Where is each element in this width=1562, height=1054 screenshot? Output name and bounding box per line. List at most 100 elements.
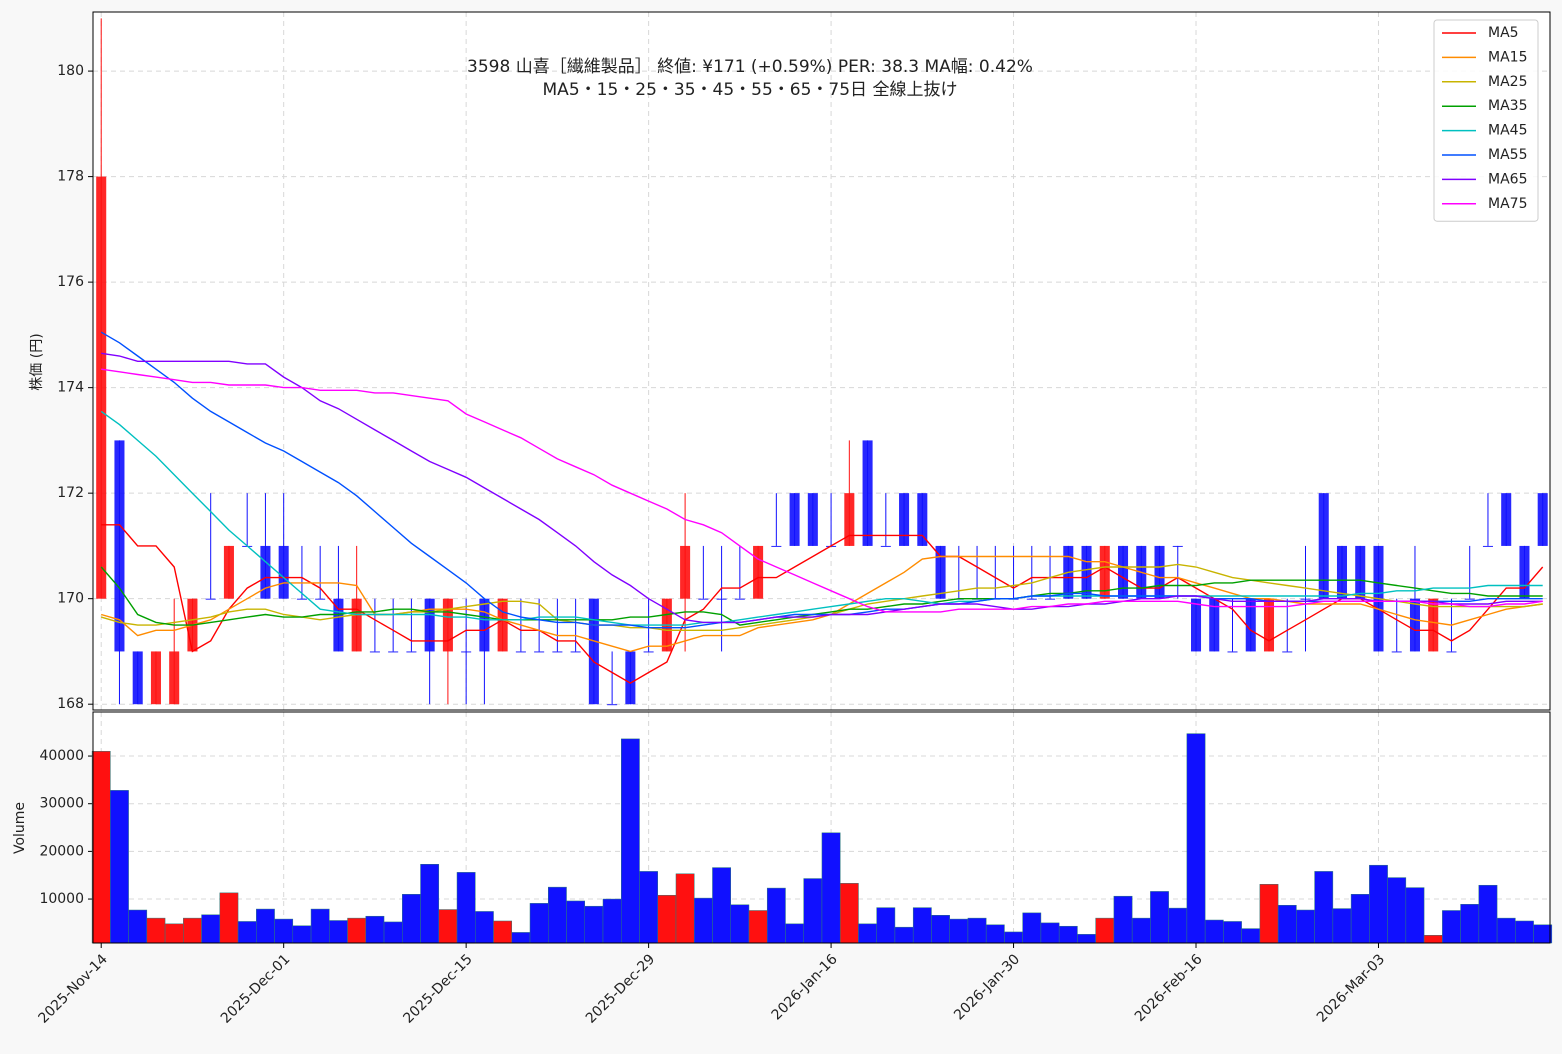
volume-bar <box>1423 935 1443 944</box>
candle-body <box>1045 598 1056 600</box>
candle-body <box>625 651 636 705</box>
candle-body <box>497 598 508 652</box>
candle-body <box>461 651 472 653</box>
legend-label: MA75 <box>1488 196 1527 212</box>
volume-bar <box>548 886 567 944</box>
candle-body <box>534 651 545 653</box>
volume-bar <box>712 867 731 944</box>
volume-bar <box>493 920 513 944</box>
candle-body <box>862 440 873 546</box>
price-panel <box>93 12 1550 710</box>
volume-bar <box>766 887 786 944</box>
candle-body <box>114 440 125 652</box>
volume-bar <box>310 908 330 944</box>
candle-body <box>1482 545 1493 547</box>
volume-bar <box>256 908 275 944</box>
legend-label: MA45 <box>1488 123 1527 139</box>
volume-tick-label: 10000 <box>39 891 84 907</box>
candle-body <box>296 598 307 600</box>
candle-body <box>479 598 490 652</box>
candle-body <box>807 493 818 546</box>
volume-bar <box>219 892 239 944</box>
y-tick-label: 178 <box>57 169 84 185</box>
chart-subtitle: MA5・15・25・35・45・55・65・75日 全線上抜け <box>543 80 958 100</box>
volume-bar <box>365 915 385 944</box>
candle-body <box>333 598 344 652</box>
candle-body <box>1118 545 1129 599</box>
volume-bar <box>128 909 148 944</box>
candle-body <box>515 651 526 653</box>
candle-body <box>753 545 764 599</box>
candle-body <box>315 598 326 600</box>
volume-bar <box>730 904 750 944</box>
volume-frame <box>92 711 1551 944</box>
candle-body <box>1154 545 1165 599</box>
volume-bar <box>949 918 969 944</box>
candle-body <box>223 545 234 599</box>
candle-body <box>899 493 910 546</box>
volume-bar <box>675 873 695 944</box>
volume-bar <box>748 910 768 944</box>
volume-bar <box>475 911 494 944</box>
candle-body <box>570 651 581 653</box>
y-tick-label: 170 <box>57 591 84 607</box>
y-tick-label: 168 <box>57 696 84 712</box>
legend-box <box>1433 19 1539 222</box>
volume-bar <box>1387 877 1407 944</box>
volume-bar <box>876 907 896 944</box>
candle-body <box>716 598 727 600</box>
candle-body <box>1519 545 1530 599</box>
volume-bar <box>839 883 859 944</box>
candle-body <box>1245 598 1256 652</box>
volume-bar <box>402 894 421 944</box>
ma-line <box>100 566 1543 626</box>
candle-body <box>1318 493 1329 599</box>
volume-bar <box>785 923 804 944</box>
volume-bar <box>821 832 841 944</box>
volume-bar <box>1040 922 1060 944</box>
candle-body <box>698 598 709 600</box>
volume-bar <box>1022 912 1042 944</box>
volume-bar <box>1168 907 1188 944</box>
volume-bar <box>511 932 531 944</box>
candle-body <box>1336 545 1348 599</box>
volume-bar <box>967 917 987 944</box>
legend-label: MA15 <box>1488 49 1527 65</box>
volume-bar <box>566 900 585 944</box>
y-tick-label: 174 <box>57 380 84 396</box>
volume-bar <box>1150 891 1169 944</box>
volume-bar <box>1405 887 1425 944</box>
volume-bar <box>894 926 914 944</box>
candle-body <box>935 545 946 599</box>
volume-bar <box>584 905 604 944</box>
volume-bar <box>1095 917 1115 944</box>
y-axis-label: 株価 (円) <box>29 333 45 390</box>
candle-body <box>1537 493 1548 546</box>
volume-bar <box>1259 884 1279 944</box>
y-tick-label: 172 <box>57 485 84 501</box>
volume-bar <box>1442 910 1461 944</box>
candle-body <box>917 493 928 546</box>
volume-bar <box>602 898 622 944</box>
candle-body <box>1227 651 1238 653</box>
volume-bar <box>438 909 458 944</box>
candle-body <box>1081 545 1092 599</box>
volume-bar <box>456 872 476 944</box>
volume-bar <box>858 923 877 944</box>
volume-bar <box>1277 904 1297 944</box>
volume-bar <box>383 921 403 944</box>
volume-bar <box>420 864 440 944</box>
candle-body <box>1209 598 1220 652</box>
candle-body <box>771 545 782 547</box>
candle-body <box>388 651 399 653</box>
volume-bar <box>639 871 658 944</box>
volume-bar <box>1296 909 1315 944</box>
volume-bar <box>693 897 713 944</box>
candle-body <box>1300 598 1311 600</box>
candle-body <box>96 176 107 599</box>
candle-body <box>588 598 599 705</box>
candle-body <box>552 651 563 653</box>
volume-bar <box>1113 895 1133 944</box>
volume-bar <box>1131 917 1151 944</box>
y-tick-label: 180 <box>57 63 84 79</box>
